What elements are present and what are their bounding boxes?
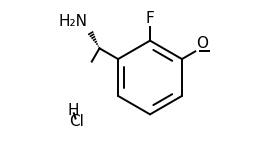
Text: H₂N: H₂N (59, 14, 88, 29)
Text: O: O (196, 36, 208, 51)
Text: F: F (146, 11, 154, 26)
Text: H: H (67, 103, 78, 118)
Text: Cl: Cl (69, 114, 84, 129)
